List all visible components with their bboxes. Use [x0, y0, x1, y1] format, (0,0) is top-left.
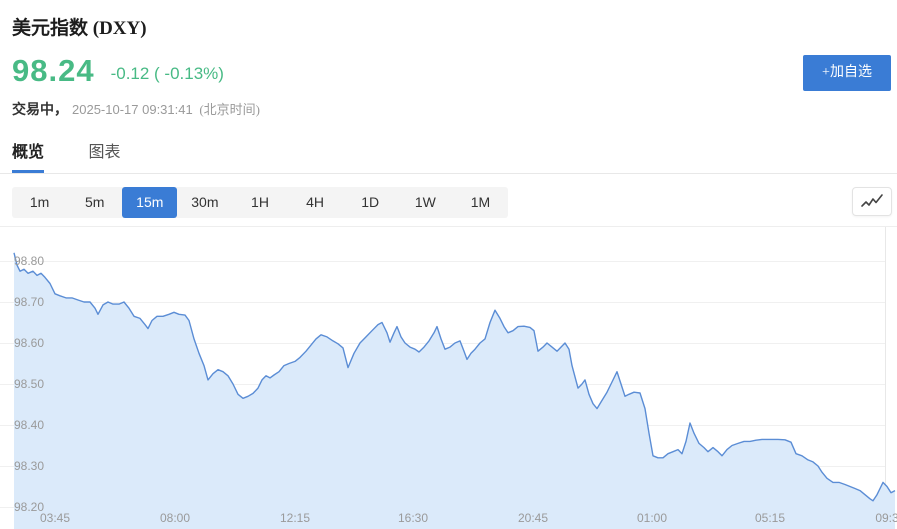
timezone-note: (北京时间): [199, 102, 261, 117]
x-axis-label: 01:00: [636, 511, 668, 525]
interval-button-15m[interactable]: 15m: [122, 187, 178, 218]
interval-button-5m[interactable]: 5m: [84, 194, 105, 210]
x-axis-label: 03:45: [39, 511, 71, 525]
chart-style-button[interactable]: [852, 187, 892, 216]
y-axis-label: 98.60: [14, 336, 45, 350]
price-line: [13, 252, 896, 502]
y-axis-label: 98.30: [14, 459, 45, 473]
page-title: 美元指数 (DXY): [12, 18, 147, 39]
x-axis-label: 16:30: [397, 511, 429, 525]
price-chart[interactable]: 98.80 98.70 98.60 98.50 98.40 98.30 98.20 03:45…: [0, 226, 897, 529]
interval-toolbar: 1m 5m 15m 30m 1H 4H 1D 1W 1M: [12, 187, 508, 218]
interval-button-4h[interactable]: 4H: [306, 194, 325, 210]
y-axis-label: 98.80: [14, 254, 45, 268]
market-status-row: 交易中， 2025-10-17 09:31:41 (北京时间): [12, 99, 260, 119]
add-watchlist-button[interactable]: +加自选: [803, 55, 891, 91]
tab-chart[interactable]: 图表: [88, 144, 121, 161]
y-axis-line: [885, 227, 886, 507]
interval-button-30m[interactable]: 30m: [191, 194, 219, 210]
gridline: [0, 302, 885, 303]
tab-bar: 概览 图表: [0, 141, 897, 174]
interval-button-1m[interactable]: 1m: [29, 194, 50, 210]
price-block: 98.24 -0.12 ( -0.13%): [12, 54, 224, 88]
market-status: 交易中，: [12, 103, 68, 118]
price-area-fill: [14, 252, 895, 529]
price-line-chart: [13, 252, 896, 529]
x-axis-label: 08:00: [159, 511, 191, 525]
quote-timestamp: 2025-10-17 09:31:41: [72, 102, 193, 117]
interval-button-1mo[interactable]: 1M: [470, 194, 491, 210]
interval-button-1w[interactable]: 1W: [414, 194, 436, 210]
y-axis-label: 98.50: [14, 377, 45, 391]
y-axis-label: 98.20: [14, 500, 45, 514]
x-axis-label: 20:45: [517, 511, 549, 525]
tab-overview[interactable]: 概览: [12, 141, 45, 173]
y-axis-label: 98.70: [14, 295, 45, 309]
trend-line-icon: [861, 194, 883, 207]
x-axis-label: 05:15: [754, 511, 786, 525]
x-axis-label: 12:15: [279, 511, 311, 525]
gridline: [0, 261, 885, 262]
interval-button-1h[interactable]: 1H: [251, 194, 269, 210]
x-axis-label: 09:3: [875, 511, 897, 525]
price-change: -0.12 ( -0.13%): [110, 64, 224, 83]
current-price: 98.24: [12, 53, 95, 88]
interval-button-1d[interactable]: 1D: [361, 194, 380, 210]
y-axis-label: 98.40: [14, 418, 45, 432]
